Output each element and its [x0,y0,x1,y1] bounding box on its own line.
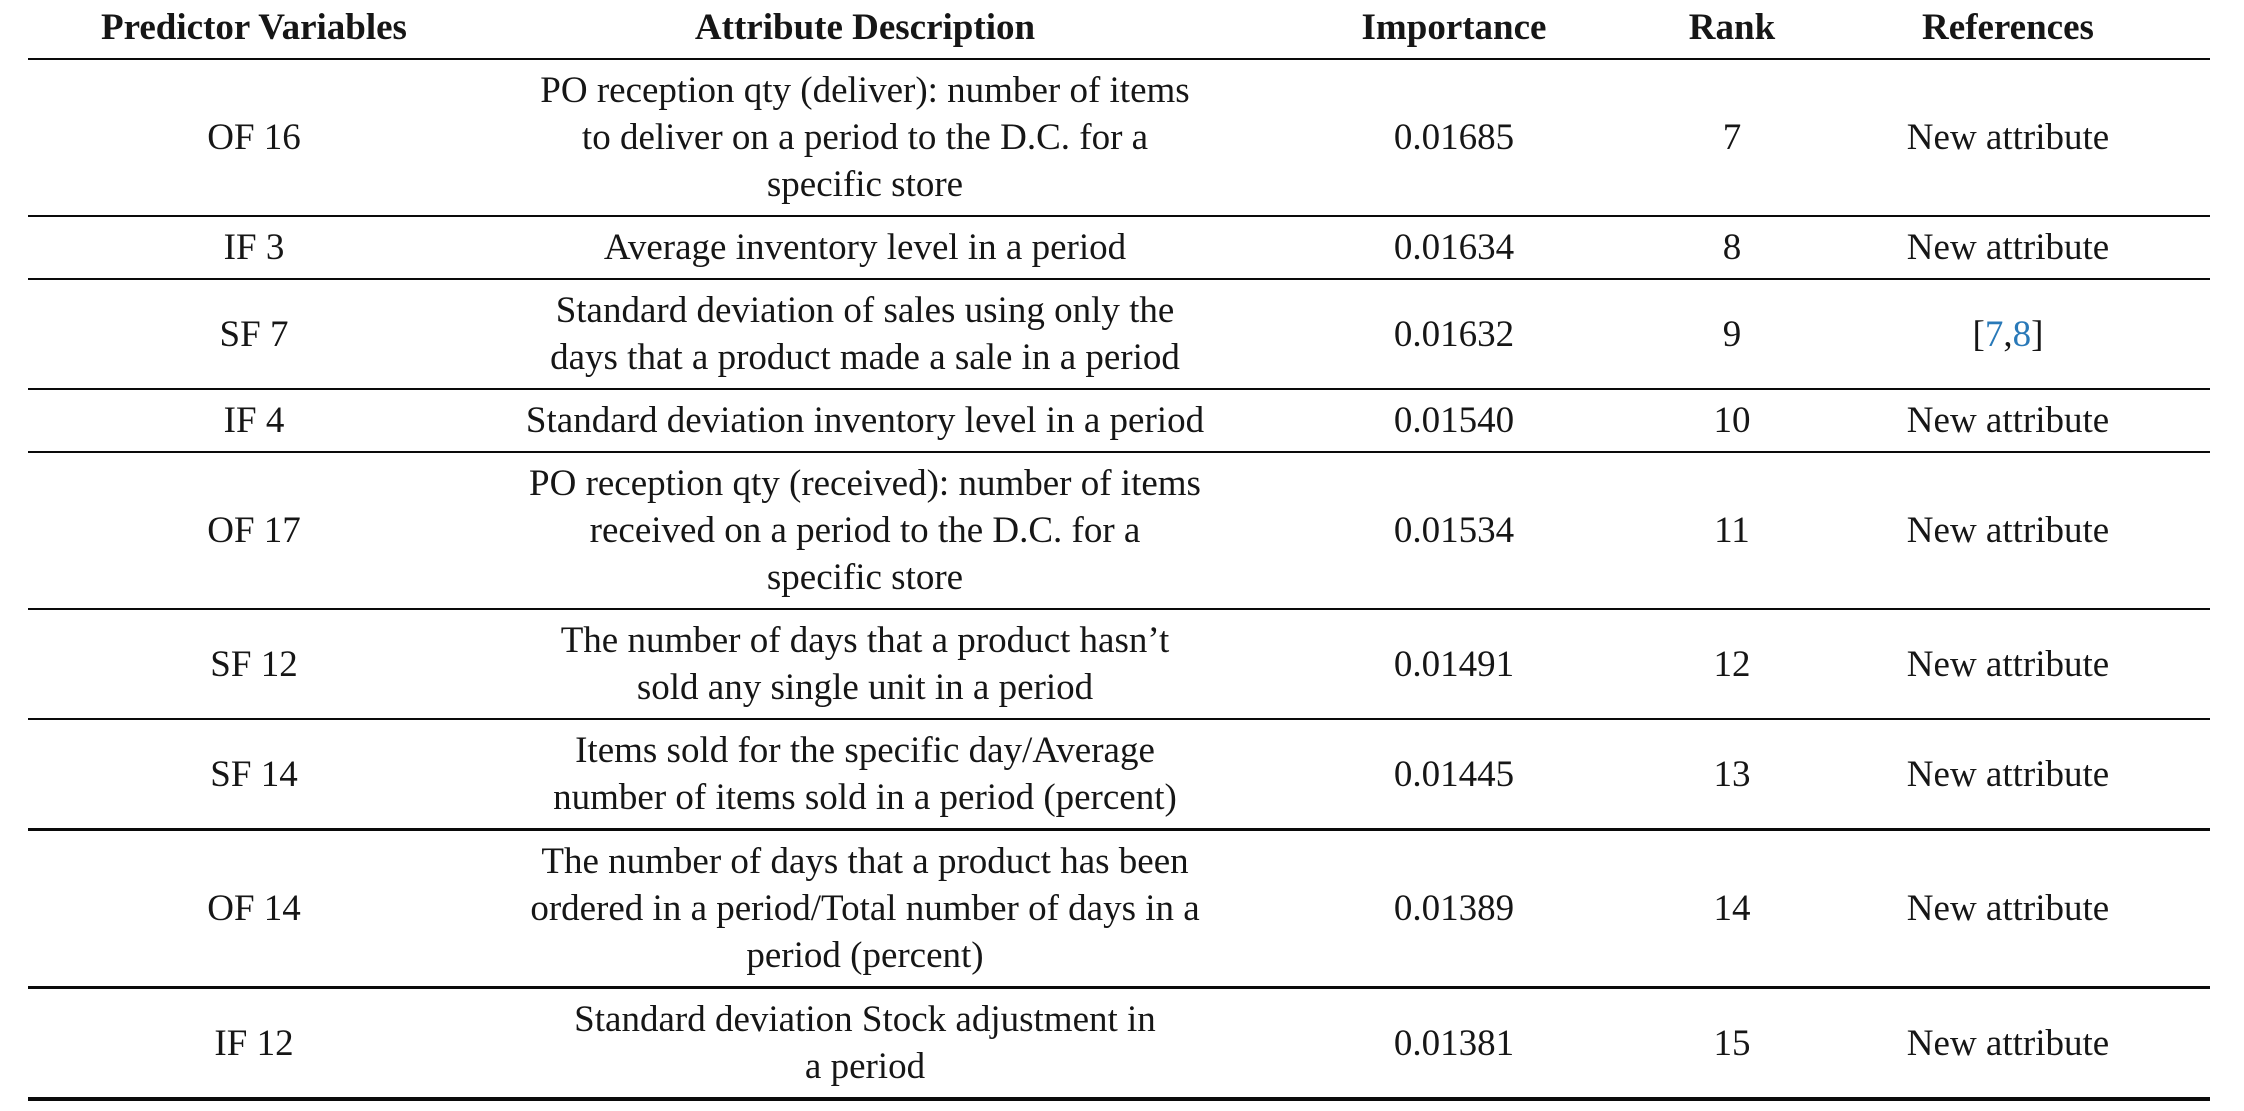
column-header-predictor-variables: Predictor Variables [28,0,480,60]
cell-importance: 0.01685 [1393,117,1515,158]
table-row: SF 12 The number of days that a product … [28,609,2210,719]
table-row: IF 3 Average inventory level in a period… [28,216,2210,279]
cell-references: New attribute [1906,400,2110,441]
cell-rank: 14 [1713,888,1751,929]
cell-rank: 13 [1713,753,1751,795]
cell-attribute-description: PO reception qty (deliver): number of it… [540,70,1190,205]
cell-importance: 0.01634 [1393,227,1515,268]
cell-importance: 0.01491 [1393,643,1515,685]
citation-separator: , [2003,313,2013,355]
cell-rank: 7 [1722,117,1742,158]
cell-importance: 0.01389 [1393,888,1515,929]
table-row: IF 4 Standard deviation inventory level … [28,389,2210,452]
cell-importance: 0.01540 [1393,400,1515,441]
cell-attribute-description: Items sold for the specific day/Average … [553,730,1177,818]
cell-predictor-variable: SF 14 [210,753,298,795]
cell-predictor-variable: OF 14 [207,888,301,929]
cell-attribute-description: The number of days that a product hasn’t… [560,620,1170,708]
cell-importance: 0.01632 [1393,313,1515,355]
table-body: OF 16 PO reception qty (deliver): number… [28,59,2210,1099]
cell-references: New attribute [1906,753,2110,795]
cell-predictor-variable: SF 12 [210,643,298,685]
cell-predictor-variable: IF 4 [223,400,285,441]
cell-attribute-description: PO reception qty (received): number of i… [529,463,1201,598]
table-row: SF 7 Standard deviation of sales using o… [28,279,2210,389]
citation-bracket-close: ] [2031,313,2044,355]
citation-link[interactable]: 7 [1984,313,2004,355]
cell-rank: 15 [1713,1022,1751,1064]
cell-references: [7,8] [1806,279,2210,389]
cell-references: New attribute [1906,227,2110,268]
cell-importance: 0.01445 [1393,753,1515,795]
cell-importance: 0.01534 [1393,510,1515,551]
table-row: SF 14 Items sold for the specific day/Av… [28,719,2210,830]
cell-importance: 0.01381 [1393,1022,1515,1064]
cell-attribute-description: Standard deviation inventory level in a … [525,400,1205,441]
column-header-importance: Importance [1250,0,1658,60]
cell-rank: 12 [1713,643,1751,685]
cell-predictor-variable: OF 16 [207,117,301,158]
cell-attribute-description: The number of days that a product has be… [530,841,1200,976]
table-row: OF 14 The number of days that a product … [28,830,2210,988]
cell-references: New attribute [1906,117,2110,158]
cell-references: New attribute [1906,643,2110,685]
cell-rank: 10 [1713,400,1751,441]
citation-bracket-open: [ [1972,313,1985,355]
table-header: Predictor Variables Attribute Descriptio… [28,0,2210,60]
citation-link[interactable]: 8 [2012,313,2032,355]
cell-rank: 11 [1714,510,1750,551]
table-header-row: Predictor Variables Attribute Descriptio… [28,0,2210,60]
cell-attribute-description: Average inventory level in a period [603,227,1127,268]
cell-rank: 8 [1722,227,1742,268]
cell-predictor-variable: SF 7 [219,313,289,355]
cell-rank: 9 [1722,313,1742,355]
cell-attribute-description: Standard deviation of sales using only t… [550,290,1180,378]
table-row: IF 12 Standard deviation Stock adjustmen… [28,988,2210,1100]
column-header-rank: Rank [1658,0,1806,60]
table-row: OF 16 PO reception qty (deliver): number… [28,59,2210,216]
cell-predictor-variable: IF 3 [223,227,285,268]
column-header-attribute-description: Attribute Description [480,0,1250,60]
cell-predictor-variable: OF 17 [207,510,301,551]
column-header-references: References [1806,0,2210,60]
cell-references: New attribute [1906,1022,2110,1064]
cell-references: New attribute [1906,510,2110,551]
cell-references: New attribute [1906,888,2110,929]
cell-attribute-description: Standard deviation Stock adjustment in a… [574,999,1156,1087]
predictors-table: Predictor Variables Attribute Descriptio… [28,0,2210,1101]
cell-predictor-variable: IF 12 [214,1022,294,1064]
table-row: OF 17 PO reception qty (received): numbe… [28,452,2210,609]
